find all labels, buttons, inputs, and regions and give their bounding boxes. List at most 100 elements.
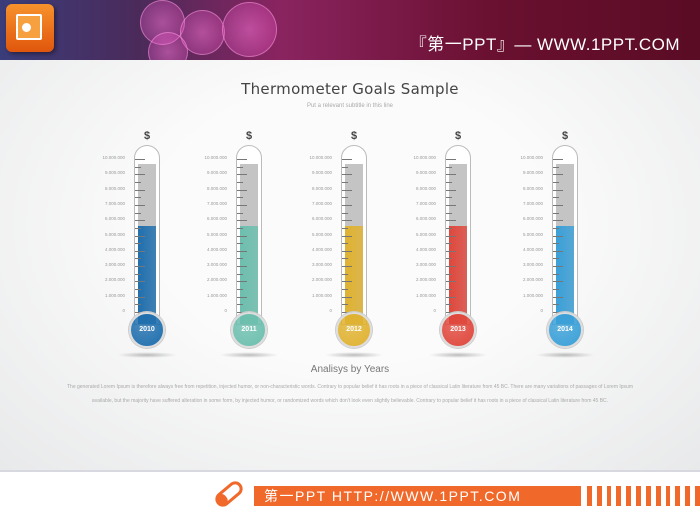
scale-tick: [237, 220, 247, 222]
scale-tick: [342, 181, 348, 183]
scale-tick: [342, 235, 352, 237]
scale-label: 10.000.000: [204, 155, 227, 160]
footer-stripes: [587, 486, 700, 506]
scale-label: 3.000.000: [415, 262, 436, 268]
scale-label: 1.000.000: [415, 292, 436, 298]
scale-tick: [553, 189, 563, 191]
scale-label: 5.000.000: [522, 231, 543, 237]
scale-tick: [553, 212, 559, 214]
slide-title: Thermometer Goals Sample: [241, 80, 459, 98]
scale-label: 1.000.000: [311, 292, 332, 298]
thermometer-bulb: 2010: [129, 312, 165, 348]
scale-tick: [553, 243, 559, 245]
scale-label: 7.000.000: [522, 200, 543, 206]
year-label: 2012: [346, 326, 362, 333]
scale-tick: [553, 281, 563, 283]
scale-label: 8.000.000: [206, 185, 227, 191]
thermometer-2013: $10.000.000 9.000.000 8.000.000 7.000.000 6.…: [398, 130, 518, 360]
bulb-shadow: [535, 352, 595, 358]
scale-tick: [446, 220, 456, 222]
scale-tick: [553, 204, 563, 206]
scale-tick: [135, 258, 141, 260]
footer-url[interactable]: 第一PPT HTTP://WWW.1PPT.COM: [254, 486, 581, 506]
scale-tick: [446, 273, 452, 275]
scale-tick: [237, 212, 243, 214]
scale-tick: [446, 227, 452, 229]
scale-label: 10.000.000: [413, 155, 436, 160]
scale-label: 9.000.000: [104, 170, 125, 176]
thermometer-tube: [134, 145, 160, 325]
scale-label: 7.000.000: [104, 200, 125, 206]
scale-label: 2.000.000: [522, 277, 543, 283]
scale-tick: [237, 243, 243, 245]
scale-tick: [135, 220, 145, 222]
scale-tick: [342, 289, 348, 291]
scale-tick: [135, 304, 141, 306]
dollar-icon: $: [454, 130, 462, 142]
scale-label: 4.000.000: [311, 246, 332, 252]
scale-tick: [342, 189, 352, 191]
scale-tick: [135, 289, 141, 291]
scale-label: 2.000.000: [206, 277, 227, 283]
scale-label: 4.000.000: [415, 246, 436, 252]
scale-tick: [342, 250, 352, 252]
year-label: 2013: [450, 326, 466, 333]
section-title: Analisys by Years: [310, 364, 390, 375]
dollar-icon: $: [561, 130, 569, 142]
scale-tick: [553, 220, 563, 222]
scale-tick: [135, 204, 145, 206]
scale-tick: [446, 235, 456, 237]
scale-tick: [237, 273, 243, 275]
scale-label: 9.000.000: [206, 170, 227, 176]
scale-label: 10.000.000: [102, 155, 125, 160]
value-fill: [138, 226, 156, 324]
scale-tick: [237, 235, 247, 237]
scale-tick: [446, 189, 456, 191]
scale-tick: [135, 281, 145, 283]
scale-tick: [135, 227, 141, 229]
pen-icon: [215, 481, 243, 507]
scale-tick: [446, 197, 452, 199]
scale-tick: [135, 197, 141, 199]
scale-tick: [135, 296, 145, 298]
scale-label: 9.000.000: [522, 170, 543, 176]
year-label: 2010: [139, 326, 155, 333]
bulb-shadow: [324, 352, 384, 358]
scale-tick: [553, 258, 559, 260]
thermometer-2012: $10.000.000 9.000.000 8.000.000 7.000.000 6.…: [294, 130, 414, 360]
scale-tick: [237, 289, 243, 291]
scale-label: 7.000.000: [311, 200, 332, 206]
scale-label: 5.000.000: [104, 231, 125, 237]
scale-tick: [135, 166, 141, 168]
scale-tick: [237, 204, 247, 206]
thermometer-tube: [341, 145, 367, 325]
scale-label: 6.000.000: [206, 216, 227, 222]
scale-tick: [237, 266, 247, 268]
dollar-icon: $: [245, 130, 253, 142]
scale-tick: [446, 212, 452, 214]
scale-tick: [553, 250, 563, 252]
scale-tick: [446, 250, 456, 252]
scale-label: 2.000.000: [415, 277, 436, 283]
scale-label: 2.000.000: [104, 277, 125, 283]
scale-label: 9.000.000: [415, 170, 436, 176]
scale-tick: [446, 204, 456, 206]
scale-label: 0: [329, 308, 332, 313]
scale-tick: [342, 243, 348, 245]
year-label: 2011: [241, 326, 257, 333]
scale-label: 10.000.000: [520, 155, 543, 160]
scale-tick: [342, 273, 348, 275]
value-fill: [556, 226, 574, 324]
dollar-icon: $: [350, 130, 358, 142]
scale-tick: [135, 181, 141, 183]
scale-tick: [553, 235, 563, 237]
scale-tick: [237, 227, 243, 229]
scale-label: 8.000.000: [415, 185, 436, 191]
scale-label: 7.000.000: [415, 200, 436, 206]
scale-tick: [342, 266, 352, 268]
header-banner: 『第一PPT』— WWW.1PPT.COM: [0, 0, 700, 60]
scale-tick: [342, 281, 352, 283]
scale-tick: [553, 304, 559, 306]
thermometer-tube: [236, 145, 262, 325]
scale-tick: [553, 181, 559, 183]
